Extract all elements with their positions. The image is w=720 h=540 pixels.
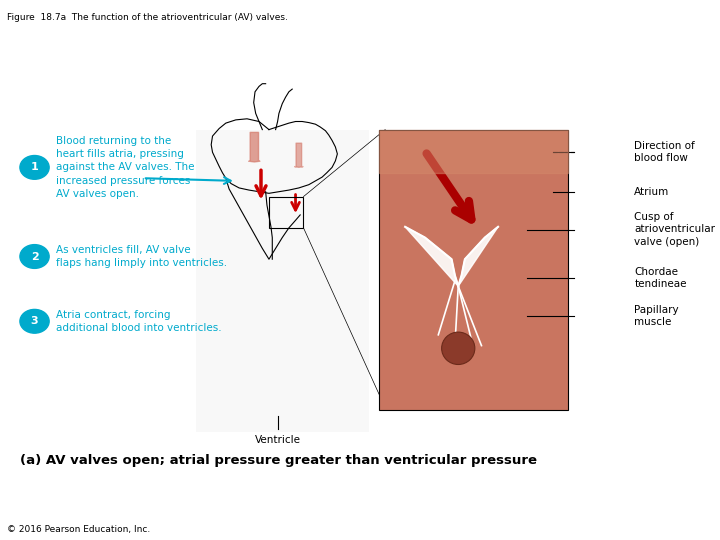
Text: Figure  18.7a  The function of the atrioventricular (AV) valves.: Figure 18.7a The function of the atriove… xyxy=(6,14,287,23)
Ellipse shape xyxy=(441,332,474,365)
Circle shape xyxy=(20,309,49,333)
Circle shape xyxy=(20,156,49,179)
Polygon shape xyxy=(379,130,568,173)
FancyBboxPatch shape xyxy=(196,130,369,432)
Text: Direction of
blood flow: Direction of blood flow xyxy=(634,141,695,164)
Text: Atrium: Atrium xyxy=(634,187,670,197)
Text: (a) AV valves open; atrial pressure greater than ventricular pressure: (a) AV valves open; atrial pressure grea… xyxy=(20,454,537,467)
Bar xyxy=(269,197,304,228)
Text: As ventricles fill, AV valve
flaps hang limply into ventricles.: As ventricles fill, AV valve flaps hang … xyxy=(55,245,227,268)
Text: 3: 3 xyxy=(31,316,38,326)
Text: Blood returning to the
heart fills atria, pressing
against the AV valves. The
in: Blood returning to the heart fills atria… xyxy=(55,136,194,199)
Text: Papillary
muscle: Papillary muscle xyxy=(634,305,679,327)
Text: Chordae
tendineae: Chordae tendineae xyxy=(634,267,687,289)
Text: 1: 1 xyxy=(31,163,38,172)
Text: Ventricle: Ventricle xyxy=(255,435,300,445)
Text: © 2016 Pearson Education, Inc.: © 2016 Pearson Education, Inc. xyxy=(6,524,150,534)
Text: 2: 2 xyxy=(31,252,38,261)
Text: Atria contract, forcing
additional blood into ventricles.: Atria contract, forcing additional blood… xyxy=(55,310,222,333)
Polygon shape xyxy=(458,227,498,286)
Text: Cusp of
atrioventricular
valve (open): Cusp of atrioventricular valve (open) xyxy=(634,212,715,247)
Polygon shape xyxy=(405,227,458,286)
FancyBboxPatch shape xyxy=(379,130,568,410)
FancyArrowPatch shape xyxy=(294,143,303,167)
Circle shape xyxy=(20,245,49,268)
FancyArrowPatch shape xyxy=(249,132,260,162)
